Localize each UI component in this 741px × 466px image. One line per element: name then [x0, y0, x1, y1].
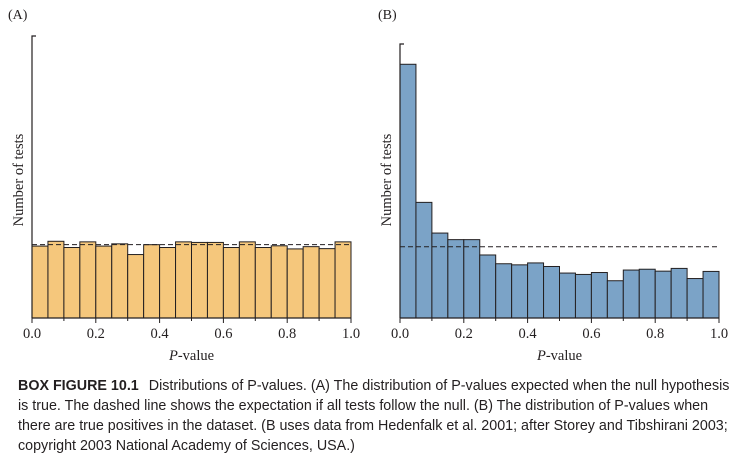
histogram-bar — [63, 247, 81, 319]
x-axis-label-b-rest: -value — [546, 348, 582, 364]
x-tick-label: 1.0 — [342, 326, 360, 342]
chart-panel-a: (A) Number of tests 0.0 0.2 0.4 0.6 0.8 1.0 P… — [8, 8, 360, 364]
histogram-bar — [175, 241, 193, 319]
histogram-bar — [222, 247, 240, 319]
histogram-bar — [318, 248, 336, 319]
histogram-bar — [399, 63, 417, 319]
histogram-bar — [638, 268, 656, 319]
x-tick-label: 0.8 — [278, 326, 296, 342]
histogram-bar — [191, 241, 208, 319]
histogram-bar — [95, 245, 113, 319]
histogram-bar — [686, 278, 704, 319]
histogram-bar — [286, 248, 304, 319]
histogram-bar — [559, 272, 576, 319]
caption-title: BOX FIGURE 10.1 — [18, 378, 139, 394]
histogram-bar — [622, 269, 640, 319]
x-axis-label-a: P-value — [168, 348, 214, 364]
histogram-bar — [574, 273, 592, 319]
histogram-bar — [111, 243, 129, 319]
x-tick-label: 0.2 — [87, 326, 105, 342]
bars-a — [31, 240, 352, 319]
chart-panel-b: (B) Number of tests 0.0 0.2 0.4 0.6 0.8 1.0 P… — [378, 8, 728, 364]
x-tick-label: 0.0 — [391, 326, 409, 342]
histogram-bar — [127, 254, 145, 319]
histogram-bar — [270, 245, 288, 319]
x-axis-label-b: P-value — [536, 348, 582, 364]
figure-caption: BOX FIGURE 10.1 Distributions of P-values… — [18, 376, 730, 456]
histogram-bar — [702, 270, 720, 319]
x-tick-label: 0.8 — [646, 326, 664, 342]
panel-label-a: (A) — [8, 8, 28, 23]
x-ticks-b: 0.0 0.2 0.4 0.6 0.8 1.0 — [391, 318, 728, 342]
histogram-bar — [463, 239, 481, 319]
histogram-bar — [606, 280, 624, 319]
x-tick-label: 0.4 — [151, 326, 170, 342]
histogram-bar — [415, 201, 433, 319]
histogram-bar — [302, 246, 320, 319]
histogram-bar — [254, 247, 272, 319]
x-ticks-a: 0.0 0.2 0.4 0.6 0.8 1.0 — [23, 318, 360, 342]
x-tick-label: 0.0 — [23, 326, 41, 342]
histogram-bar — [479, 254, 497, 319]
histogram-bar — [590, 272, 608, 319]
panel-label-b: (B) — [378, 8, 397, 23]
histogram-bar — [543, 265, 560, 319]
histogram-bar — [495, 263, 513, 319]
histogram-bar — [670, 267, 688, 319]
x-axis-label-a-rest: -value — [178, 348, 214, 364]
bars-b — [399, 63, 720, 319]
histogram-bar — [31, 245, 49, 319]
y-axis-line — [399, 43, 404, 318]
histogram-bar — [159, 247, 177, 319]
histogram-bar — [654, 270, 672, 319]
y-axis-label-b: Number of tests — [379, 133, 395, 226]
x-tick-label: 1.0 — [710, 326, 728, 342]
histogram-bar — [431, 232, 449, 319]
x-tick-label: 0.2 — [455, 326, 473, 342]
histogram-bar — [447, 239, 465, 319]
histogram-bar — [47, 240, 65, 319]
histogram-bar — [79, 241, 97, 319]
histogram-bar — [238, 241, 256, 319]
caption-text: Distributions of P-values. (A) The distr… — [18, 378, 730, 454]
y-axis-label-a: Number of tests — [11, 133, 27, 226]
histogram-bar — [527, 262, 545, 319]
histogram-bar — [511, 264, 529, 319]
y-axis-line — [31, 35, 36, 318]
histogram-bar — [206, 241, 224, 319]
histogram-bar — [334, 241, 352, 319]
x-axis-label-b-italic: P — [536, 348, 546, 364]
x-tick-label: 0.6 — [582, 326, 600, 342]
histogram-bar — [143, 244, 161, 319]
figure-area: (A) Number of tests 0.0 0.2 0.4 0.6 0.8 1.0 P… — [8, 8, 728, 364]
x-axis-label-a-italic: P — [168, 348, 178, 364]
x-tick-label: 0.4 — [519, 326, 538, 342]
x-tick-label: 0.6 — [214, 326, 232, 342]
